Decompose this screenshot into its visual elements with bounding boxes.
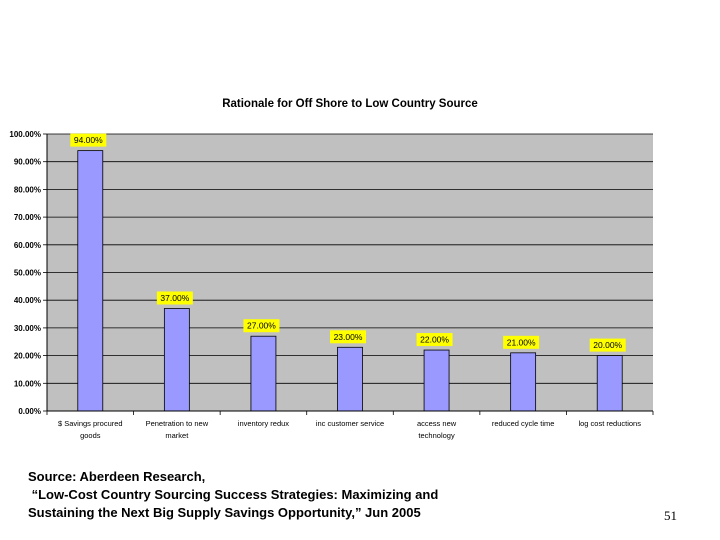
- y-tick-label: 80.00%: [14, 185, 41, 194]
- category-label: inventory redux: [238, 419, 290, 428]
- category-label-line: goods: [80, 431, 101, 440]
- y-tick-label: 10.00%: [14, 379, 41, 388]
- data-label: 21.00%: [503, 335, 540, 349]
- y-tick-label: 60.00%: [14, 241, 41, 250]
- category-label-line: inventory redux: [238, 419, 290, 428]
- bar: [510, 352, 537, 412]
- y-axis-ticks: 0.00% 10.00% 20.00% 30.00% 40.00% 50.00% 60.00…: [9, 130, 47, 416]
- data-label: 94.00%: [70, 133, 107, 147]
- data-label-text: 20.00%: [593, 340, 622, 350]
- category-label-line: technology: [418, 431, 455, 440]
- data-label-text: 94.00%: [74, 135, 103, 145]
- category-label-line: Penetration to new: [146, 419, 209, 428]
- y-tick-label: 40.00%: [14, 296, 41, 305]
- data-label-text: 21.00%: [507, 337, 536, 347]
- category-label: log cost reductions: [578, 419, 641, 428]
- bar: [250, 335, 277, 412]
- y-tick-label: 90.00%: [14, 158, 41, 167]
- y-tick-label: 20.00%: [14, 352, 41, 361]
- y-tick-label: 30.00%: [14, 324, 41, 333]
- data-label-box: [156, 291, 193, 305]
- source-line-1: Source: Aberdeen Research,: [28, 469, 206, 484]
- data-label: 27.00%: [243, 319, 280, 333]
- y-tick-label: 50.00%: [14, 269, 41, 278]
- x-axis-categories: $ Savings procured goods Penetration to ne…: [46, 411, 654, 440]
- page-number: 51: [664, 508, 677, 523]
- data-label: 20.00%: [589, 338, 626, 352]
- bar: [77, 150, 104, 412]
- data-label-box: [589, 338, 626, 352]
- category-label: $ Savings procured goods: [58, 419, 123, 440]
- bars: [77, 150, 623, 412]
- bar: [337, 346, 363, 412]
- y-tick-label: 70.00%: [14, 213, 41, 222]
- data-label: 22.00%: [416, 333, 453, 347]
- category-label: access new technology: [417, 419, 457, 440]
- chart-title: Rationale for Off Shore to Low Country S…: [222, 98, 478, 110]
- category-label: reduced cycle time: [492, 419, 555, 428]
- category-label-line: inc customer service: [316, 419, 384, 428]
- data-label-box: [503, 335, 540, 349]
- bar: [163, 308, 190, 412]
- category-label-line: $ Savings procured: [58, 419, 123, 428]
- bar: [596, 355, 623, 412]
- source-line-3: Sustaining the Next Big Supply Savings O…: [28, 505, 421, 520]
- data-label-text: 22.00%: [420, 335, 449, 345]
- data-label-box: [330, 330, 366, 344]
- bar-chart: Rationale for Off Shore to Low Country S…: [9, 98, 654, 440]
- category-label-line: reduced cycle time: [492, 419, 555, 428]
- data-label-box: [70, 133, 107, 147]
- data-label: 37.00%: [156, 291, 193, 305]
- category-label-line: access new: [417, 419, 457, 428]
- category-label-line: log cost reductions: [578, 419, 641, 428]
- data-label-text: 23.00%: [334, 332, 363, 342]
- source-citation: Source: Aberdeen Research, “Low-Cost Cou…: [28, 468, 438, 522]
- category-label-line: market: [165, 431, 189, 440]
- data-label-box: [416, 333, 453, 347]
- data-label-box: [243, 319, 280, 333]
- bar: [423, 349, 450, 412]
- data-label: 23.00%: [330, 330, 366, 344]
- data-label-text: 37.00%: [160, 293, 189, 303]
- category-label: inc customer service: [316, 419, 384, 428]
- y-tick-label: 0.00%: [18, 407, 41, 416]
- category-label: Penetration to new market: [146, 419, 209, 440]
- data-label-text: 27.00%: [247, 321, 276, 331]
- source-line-2: “Low-Cost Country Sourcing Success Strat…: [28, 487, 439, 502]
- data-labels: 94.00% 37.00% 27.00% 23.00% 22.00% 21.00% 20.0…: [70, 133, 626, 352]
- y-tick-label: 100.00%: [9, 130, 41, 139]
